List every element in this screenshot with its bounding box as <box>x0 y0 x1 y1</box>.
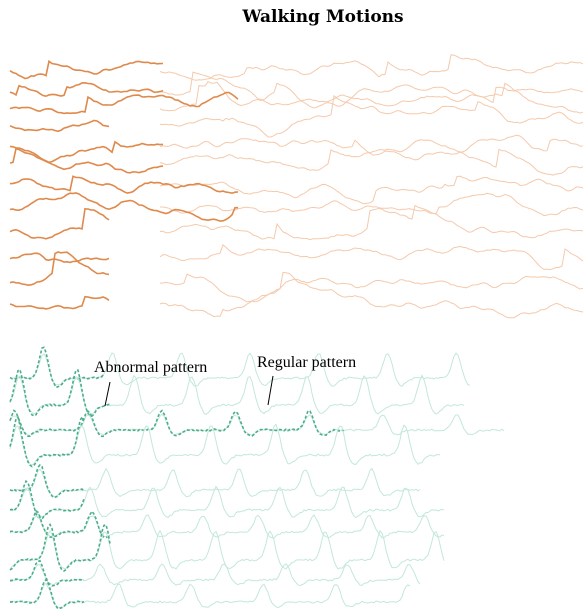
trace <box>159 204 584 241</box>
trace <box>159 244 584 271</box>
trace <box>9 119 110 133</box>
trace <box>9 509 111 539</box>
trace <box>9 368 111 418</box>
trace <box>9 295 110 310</box>
annotation-arrow <box>267 375 274 406</box>
trace <box>9 559 85 587</box>
chart-title: Walking Motions <box>241 7 403 27</box>
trace <box>9 563 421 587</box>
annotation: Regular pattern <box>257 354 356 371</box>
trace <box>159 134 584 161</box>
trace <box>9 59 164 80</box>
trace <box>9 140 164 164</box>
trace <box>9 147 164 174</box>
trace <box>9 467 421 498</box>
trace <box>9 252 110 264</box>
trace <box>159 175 584 205</box>
trace <box>9 352 471 387</box>
trace <box>9 529 445 570</box>
motion-traces <box>9 54 584 610</box>
trace <box>9 374 465 415</box>
trace <box>9 175 239 195</box>
trace <box>9 81 164 98</box>
trace <box>9 582 411 609</box>
trace <box>9 414 85 468</box>
trace <box>9 479 85 520</box>
trace <box>9 485 445 519</box>
trace <box>9 207 110 240</box>
trace <box>159 271 584 319</box>
trace <box>160 192 584 217</box>
annotation: Abnormal pattern <box>94 359 207 376</box>
trace <box>9 522 111 572</box>
trace <box>9 578 85 610</box>
trace <box>9 463 85 499</box>
trace <box>159 94 584 138</box>
trace <box>9 91 239 115</box>
annotation-arrow <box>104 381 111 407</box>
trace <box>9 423 441 466</box>
trace <box>159 80 584 114</box>
trace <box>9 251 110 287</box>
trace <box>9 346 105 389</box>
trace <box>9 514 445 539</box>
trace <box>9 409 345 438</box>
trace <box>159 71 584 109</box>
trace <box>159 139 584 176</box>
trace <box>9 192 238 222</box>
trace <box>159 54 584 81</box>
trace <box>159 273 584 303</box>
